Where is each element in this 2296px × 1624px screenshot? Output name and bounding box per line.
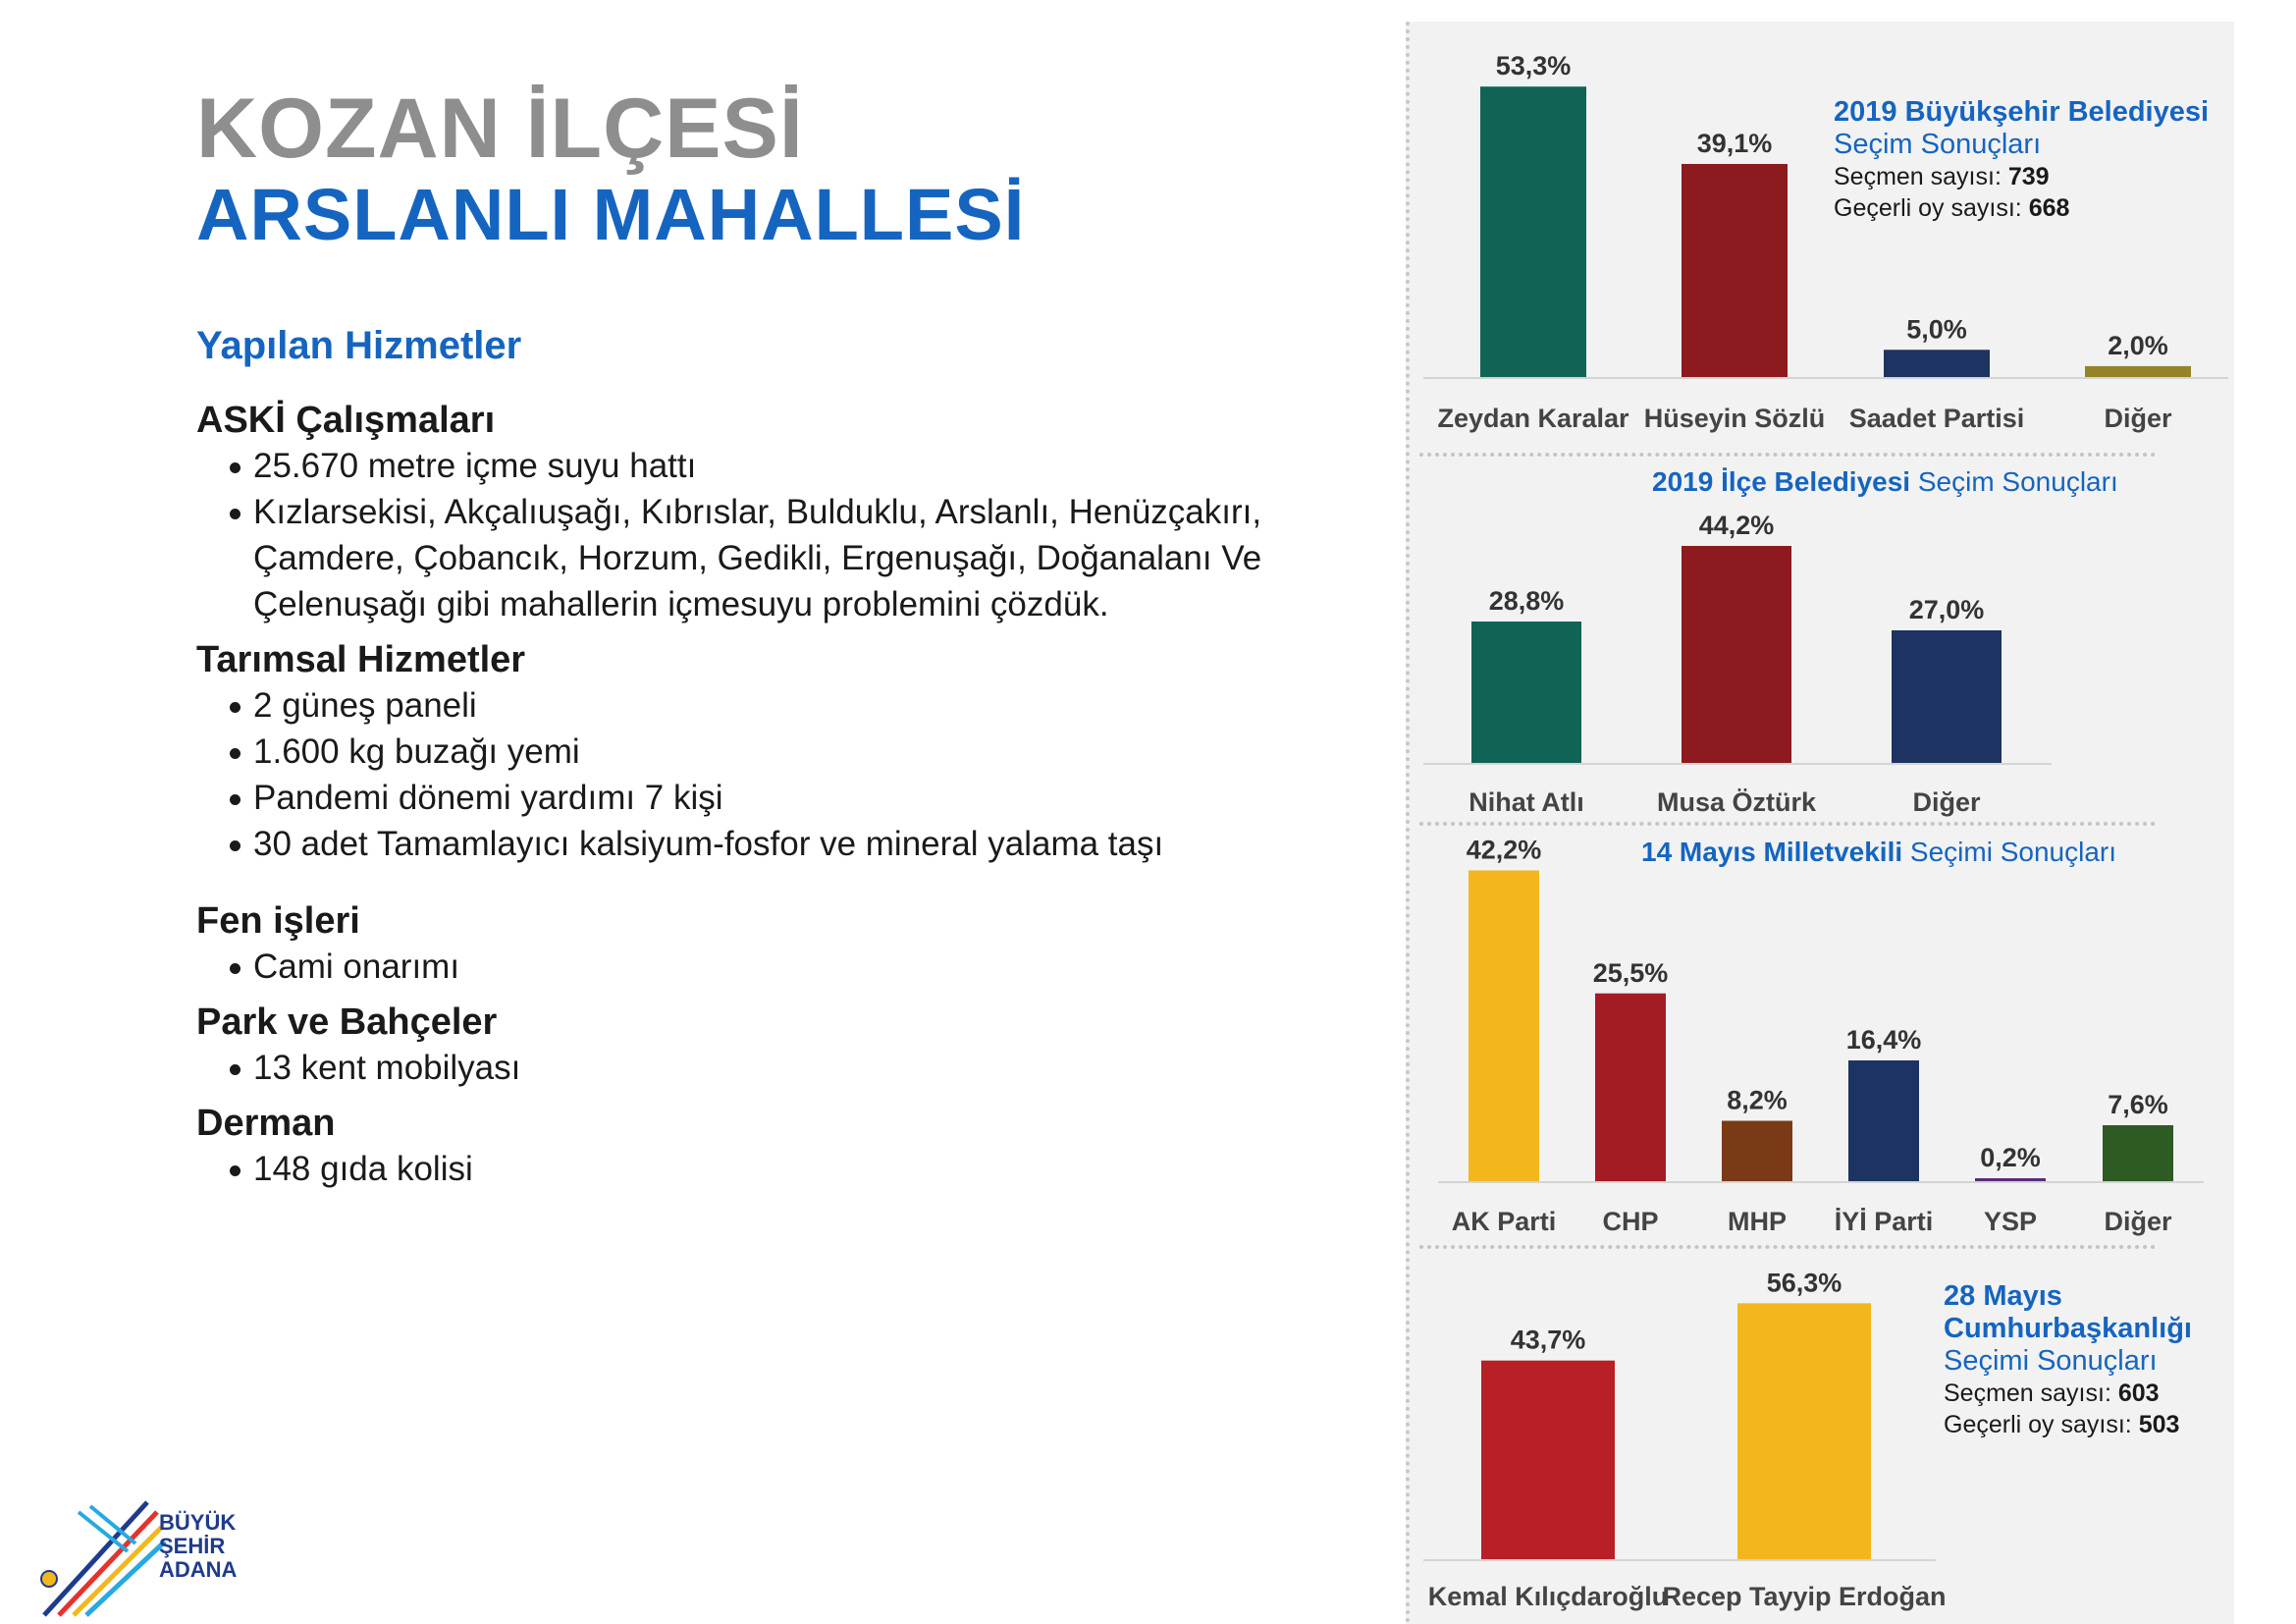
chart1-bar (1480, 86, 1586, 377)
chart1-data-label: 2,0% (2108, 331, 2168, 360)
chart3-category-label: Diğer (2104, 1207, 2172, 1236)
chart4-title-rest: Seçimi Sonuçları (1944, 1345, 2158, 1377)
chart4-bar (1737, 1303, 1871, 1559)
chart3-category-label: AK Parti (1452, 1207, 1557, 1236)
chart4-category-label: Recep Tayyip Erdoğan (1662, 1582, 1946, 1611)
chart3-category-label: CHP (1602, 1207, 1658, 1236)
service-item: 2 güneş paneli (230, 682, 1355, 729)
service-item: Kızlarsekisi, Akçalıuşağı, Kıbrıslar, Bu… (230, 489, 1355, 627)
chart1-category-label: Hüseyin Sözlü (1644, 404, 1826, 433)
service-item: 13 kent mobilyası (230, 1045, 1355, 1091)
logo-emblem-icon (40, 1570, 58, 1588)
service-item: 1.600 kg buzağı yemi (230, 729, 1355, 775)
chart3-data-label: 16,4% (1846, 1025, 1922, 1055)
chart3-bar (1595, 993, 1666, 1181)
chart3-bar (1722, 1120, 1792, 1181)
chart1-bar (2085, 365, 2191, 377)
chart-divider (1419, 822, 2156, 826)
logo-text-line2: ŞEHİR (159, 1534, 225, 1558)
logo-stripes-icon (42, 1500, 167, 1617)
service-section-aski: ASKİ Çalışmaları 25.670 metre içme suyu … (196, 398, 1355, 627)
chart2-data-label: 27,0% (1909, 595, 1985, 624)
chart4-voters: Seçmen sayısı: 603 (1944, 1380, 2160, 1407)
chart1-title-bold: 2019 Büyükşehir Belediyesi (1834, 96, 2210, 128)
chart1-valid-votes: Geçerli oy sayısı: 668 (1834, 194, 2070, 222)
buyuksehir-adana-logo: BÜYÜK ŞEHİR ADANA (40, 1500, 238, 1617)
logo-text-line1: BÜYÜK (159, 1510, 236, 1535)
chart2-category-label: Diğer (1912, 787, 1981, 817)
chart-divider (1419, 453, 2156, 457)
chart2-bar (1892, 630, 2002, 763)
chart1-voters: Seçmen sayısı: 739 (1834, 163, 2050, 190)
service-section-title: Tarımsal Hizmetler (196, 639, 526, 680)
chart1-category-label: Saadet Partisi (1849, 404, 2025, 433)
page-title-neighborhood: ARSLANLI MAHALLESİ (196, 174, 1026, 255)
chart3-data-label: 42,2% (1467, 836, 1542, 865)
chart4-data-label: 43,7% (1511, 1326, 1586, 1355)
service-item: Pandemi dönemi yardımı 7 kişi (230, 775, 1355, 821)
service-section-parks: Park ve Bahçeler 13 kent mobilyası (196, 1000, 1355, 1091)
page-title-district: KOZAN İLÇESİ (196, 81, 804, 176)
service-section-title: Derman (196, 1103, 336, 1144)
chart4-annotation: 28 Mayıs Cumhurbaşkanlığı Seçimi Sonuçla… (1944, 1280, 2209, 1440)
chart2-bar (1471, 622, 1581, 763)
service-section-title: Park ve Bahçeler (196, 1001, 498, 1043)
services-list: ASKİ Çalışmaları 25.670 metre içme suyu … (196, 388, 1355, 1192)
chart2-category-label: Musa Öztürk (1657, 787, 1817, 817)
chart2-bar (1682, 546, 1791, 763)
chart3-data-label: 7,6% (2108, 1090, 2168, 1119)
chart4-bar (1481, 1360, 1615, 1559)
chart4-valid-votes: Geçerli oy sayısı: 503 (1944, 1411, 2180, 1438)
chart1-data-label: 5,0% (1906, 314, 1967, 344)
chart3-bar (1975, 1178, 2046, 1181)
chart3-category-label: MHP (1728, 1207, 1787, 1236)
chart3-bar (2103, 1125, 2173, 1181)
chart3-data-label: 25,5% (1593, 958, 1669, 988)
chart4-category-label: Kemal Kılıçdaroğlu (1428, 1582, 1669, 1611)
chart3-category-label: İYİ Parti (1835, 1207, 1934, 1236)
chart2-category-label: Nihat Atlı (1468, 787, 1584, 817)
chart3-data-label: 0,2% (1980, 1143, 2041, 1172)
chart3-category-label: YSP (1984, 1207, 2037, 1236)
chart2-data-label: 44,2% (1699, 511, 1775, 540)
chart1-category-label: Zeydan Karalar (1437, 404, 1629, 433)
service-item: 30 adet Tamamlayıcı kalsiyum-fosfor ve m… (230, 821, 1355, 867)
chart4-data-label: 56,3% (1767, 1268, 1842, 1297)
chart4-title-bold: 28 Mayıs Cumhurbaşkanlığı (1944, 1280, 2192, 1344)
service-section-public-works: Fen işleri Cami onarımı (196, 898, 1355, 990)
chart3-bar (1848, 1060, 1919, 1181)
chart1-annotation: 2019 Büyükşehir Belediyesi Seçim Sonuçla… (1834, 96, 2209, 224)
chart1-bar (1682, 163, 1788, 377)
service-section-agriculture: Tarımsal Hizmetler 2 güneş paneli 1.600 … (196, 637, 1355, 867)
chart1-bar (1884, 350, 1990, 377)
chart2-data-label: 28,8% (1489, 586, 1565, 616)
logo-text-line3: ADANA (159, 1557, 238, 1582)
chart1-title-rest: Seçim Sonuçları (1834, 129, 2042, 160)
service-section-derman: Derman 148 gıda kolisi (196, 1101, 1355, 1192)
services-heading: Yapılan Hizmetler (196, 324, 522, 367)
chart1-data-label: 53,3% (1496, 51, 1572, 81)
service-item: Cami onarımı (230, 944, 1355, 990)
chart2-title: 2019 İlçe Belediyesi Seçim Sonuçları (1652, 466, 2118, 497)
chart1-data-label: 39,1% (1697, 129, 1773, 158)
service-item: 25.670 metre içme suyu hattı (230, 443, 1355, 489)
chart-divider (1419, 1245, 2156, 1249)
chart3-data-label: 8,2% (1727, 1086, 1788, 1115)
service-section-title: ASKİ Çalışmaları (196, 400, 496, 441)
chart1-category-label: Diğer (2104, 404, 2172, 433)
chart3-bar (1468, 870, 1539, 1181)
service-item: 148 gıda kolisi (230, 1146, 1355, 1192)
service-section-title: Fen işleri (196, 900, 360, 942)
chart3-title: 14 Mayıs Milletvekili Seçimi Sonuçları (1641, 837, 2117, 867)
